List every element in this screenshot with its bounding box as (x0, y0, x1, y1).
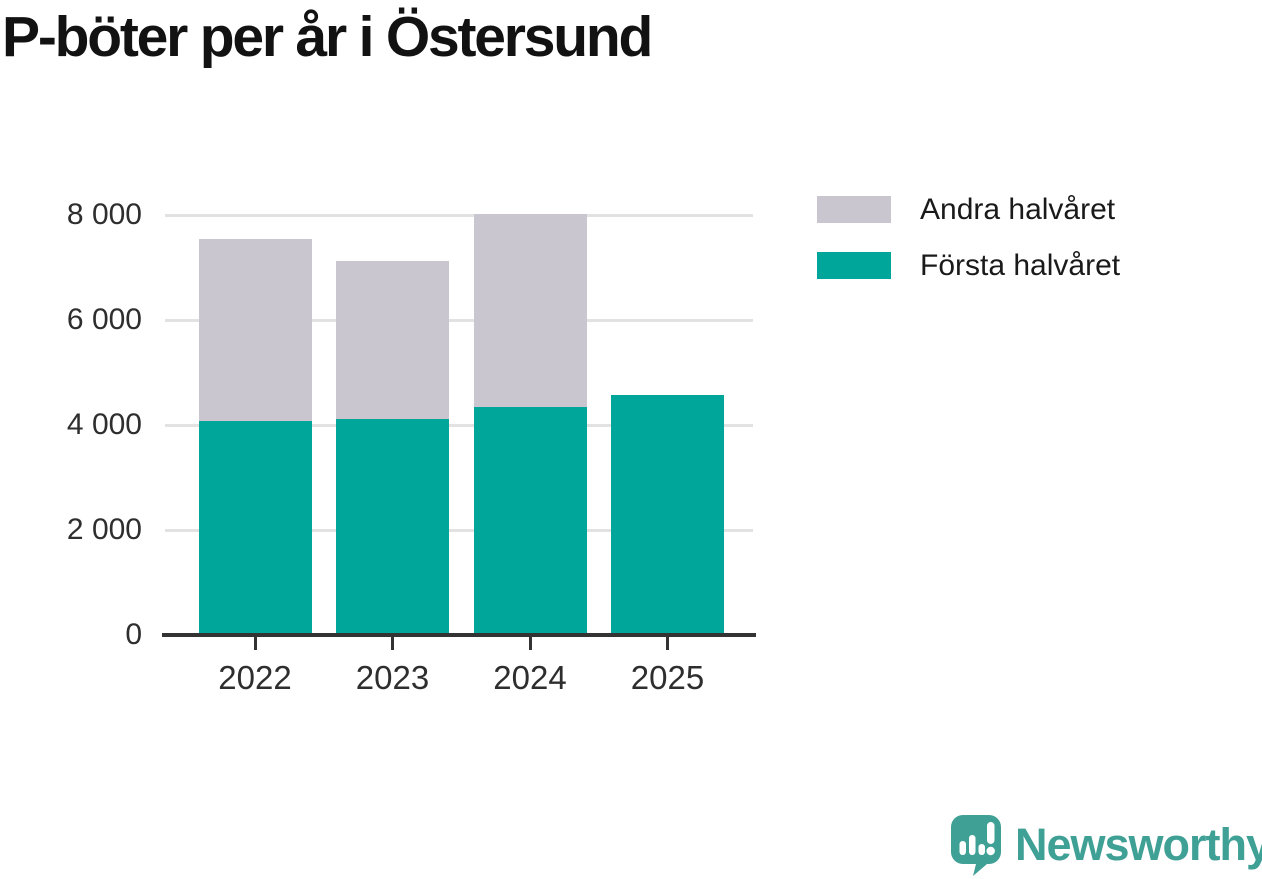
chart-title: P-böter per år i Östersund (2, 5, 653, 69)
x-axis-label-2022: 2022 (218, 659, 292, 696)
gridline-6000 (165, 318, 753, 322)
legend-item-andra-halvaret: Andra halvåret (817, 193, 1120, 226)
bar-2024-andra-halvaret (473, 213, 587, 407)
legend: Andra halvåret Första halvåret (817, 193, 1120, 282)
x-axis-label-2025: 2025 (630, 659, 705, 696)
x-axis-tick-2022 (253, 637, 257, 650)
y-axis-tick-label: 4 000 (66, 408, 142, 441)
newsworthy-logo-icon (951, 815, 1001, 876)
newsworthy-branding: Newsworthy (950, 814, 1262, 876)
bar-2023-forsta-halvaret (336, 419, 449, 635)
gridline-2000 (165, 528, 753, 532)
y-axis-tick-label: 8 000 (66, 198, 142, 231)
bar-2022-forsta-halvaret (198, 420, 312, 635)
legend-label: Första halvåret (920, 248, 1121, 282)
x-axis-line (162, 633, 756, 637)
legend-swatch-andra-halvaret (817, 196, 891, 223)
y-axis-tick-label: 0 (125, 618, 142, 651)
y-axis-tick-label: 2 000 (66, 513, 142, 546)
x-axis-tick-2023 (391, 637, 394, 650)
plot-area: 2022 2023 2024 2025 (162, 213, 756, 696)
gridline-8000 (165, 213, 753, 217)
bar-2024-forsta-halvaret (473, 406, 587, 635)
bar-2023-andra-halvaret (336, 260, 449, 420)
x-axis-label-2024: 2024 (493, 659, 567, 696)
legend-swatch-forsta-halvaret (817, 252, 891, 279)
bar-2025-forsta-halvaret (611, 395, 724, 635)
legend-label: Andra halvåret (920, 192, 1116, 226)
x-axis-label-2023: 2023 (355, 659, 430, 696)
x-axis-tick-2025 (666, 637, 669, 650)
newsworthy-wordmark: Newsworthy (1015, 819, 1262, 870)
legend-item-forsta-halvaret: Första halvåret (817, 249, 1120, 282)
y-axis-tick-label: 6 000 (66, 303, 142, 336)
bar-2022-andra-halvaret (198, 239, 312, 421)
x-axis-tick-2024 (528, 637, 532, 650)
gridline-4000 (165, 423, 753, 427)
